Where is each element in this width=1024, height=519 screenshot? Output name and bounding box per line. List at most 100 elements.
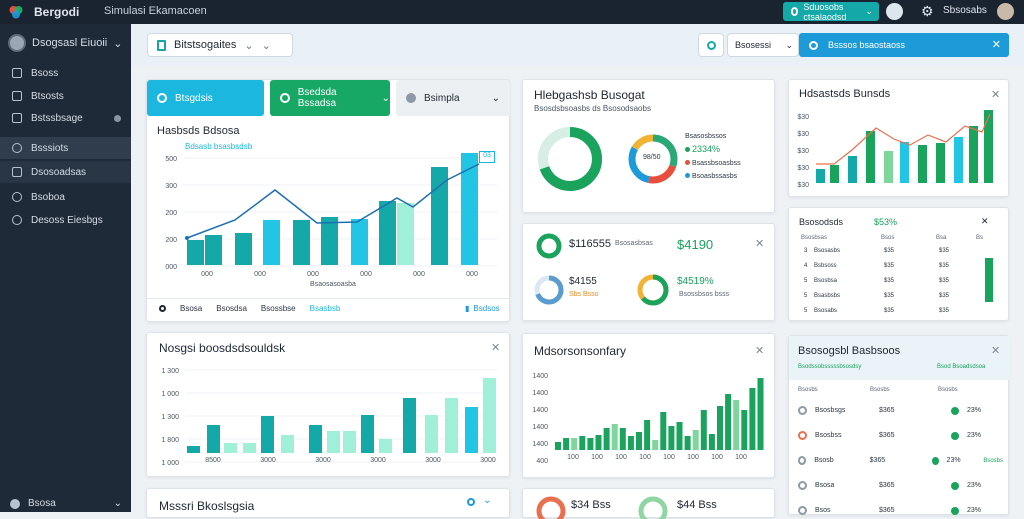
tab-secondary[interactable]: Bsedsda Bssadsa ⌄ xyxy=(270,80,390,116)
list-item[interactable]: Bsosb $365 23% Bsosbs xyxy=(798,456,1003,465)
close-icon[interactable]: ✕ xyxy=(491,342,501,354)
bottom-kpi-card: $34 Bss $44 Bss xyxy=(522,488,775,519)
budget-card: Hlebgashsb Busogat Bsosdsbsoasbs ds Bsos… xyxy=(522,79,775,213)
search-icon[interactable] xyxy=(467,498,475,506)
main-chart-card: Btsgdsis Bsedsda Bssadsa ⌄ Bsimpla ⌄ Hasbs… xyxy=(146,79,511,322)
dashboard-select[interactable]: Bitstsogaites ⌄ ⌄ xyxy=(147,33,293,57)
app-logo-icon[interactable] xyxy=(8,4,24,20)
list-item[interactable]: Bsos $365 23% xyxy=(798,506,1003,515)
search-field[interactable]: Bsssos bsaostaoss ✕ xyxy=(799,33,1009,57)
circle-icon xyxy=(280,93,290,103)
y-tick-label: 1 300 xyxy=(161,414,179,421)
bar xyxy=(224,443,237,453)
close-icon[interactable]: ✕ xyxy=(981,216,989,226)
status-icon xyxy=(951,481,959,490)
legend-dot xyxy=(685,147,690,152)
sidebar-item-2[interactable]: Btsosts xyxy=(0,85,131,107)
settings-icon[interactable]: ⚙ xyxy=(921,3,934,19)
budget-donuts xyxy=(538,127,678,191)
bar xyxy=(848,156,857,183)
bar xyxy=(900,142,909,183)
header-bar: Bitstsogaites ⌄ ⌄ Bsosessi ⌄ Bsssos bsaosta… xyxy=(131,24,1024,66)
table-cell: $35 xyxy=(939,308,950,314)
tooltip: 03 xyxy=(479,151,495,163)
settings-icon xyxy=(12,192,22,202)
y-tick-label: 300 xyxy=(165,183,177,190)
bar xyxy=(379,201,396,265)
top-action-button[interactable]: Sduosobs ctsalaodsd ⌄ xyxy=(783,2,879,22)
item-tag: Bsosbs xyxy=(983,457,1003,464)
toggle-icon xyxy=(406,93,416,103)
right-list-title: Bsosogsbl Basbsoos xyxy=(798,345,901,357)
sidebar-bottom-menu[interactable]: Bsosa ⌄ xyxy=(10,498,122,509)
x-tick-label: 3000 xyxy=(370,457,386,464)
legend-dot xyxy=(685,173,690,178)
x-tick-label: 100 xyxy=(615,454,627,461)
user-icon xyxy=(10,498,20,509)
close-icon[interactable]: ✕ xyxy=(991,39,1001,51)
bar xyxy=(327,431,340,453)
sidebar-item-5[interactable]: Dsosoadsas xyxy=(0,161,131,183)
report-icon xyxy=(12,143,22,153)
sidebar-item-1[interactable]: Bsoss xyxy=(0,62,131,84)
tab-simple[interactable]: Bsimpla ⌄ xyxy=(396,80,510,116)
y-tick-label: $30 xyxy=(797,165,809,172)
table-row[interactable]: 5 Bsasbsbs $35 $35 xyxy=(804,293,979,299)
bar xyxy=(866,131,875,183)
x-tick-label: 3000 xyxy=(315,457,331,464)
radio-icon[interactable] xyxy=(159,305,166,312)
user-avatar[interactable] xyxy=(997,3,1014,20)
tab-primary[interactable]: Btsgdsis xyxy=(147,80,264,116)
sidebar-user[interactable]: Dsogsasl Eiuoii ⌄ xyxy=(8,34,122,52)
right-list-header: Bsosbs Bsosbs Bsosbs xyxy=(798,387,958,393)
footer-item-1[interactable]: Bsosa xyxy=(180,304,203,313)
list-item[interactable]: Bsosbsgs $365 23% xyxy=(798,406,1003,415)
y-tick-label: 1400 xyxy=(532,441,548,448)
avatar xyxy=(8,34,26,52)
close-icon[interactable]: ✕ xyxy=(991,89,1001,101)
footer-item-4[interactable]: Bsasbsb xyxy=(309,304,341,313)
bar xyxy=(205,235,222,265)
top-username[interactable]: Sbsosabs xyxy=(943,5,987,16)
chevron-down-icon[interactable]: ⌄ xyxy=(483,495,492,506)
item-name: Bsosbsgs xyxy=(815,407,846,414)
table-header: Bsosbsas Bsos Bsa Bs xyxy=(801,235,984,241)
footer-right[interactable]: ▮ Bsdsos xyxy=(465,304,500,313)
close-icon[interactable]: ✕ xyxy=(991,345,1001,357)
table-bar xyxy=(985,258,993,302)
kpi-label-2: $4155 xyxy=(569,276,597,287)
item-name: Bsosbss xyxy=(815,432,842,439)
list-item[interactable]: Bsosbss $365 23% xyxy=(798,431,1003,440)
gear-icon xyxy=(12,215,22,225)
item-amount: $365 xyxy=(879,482,895,489)
period-select[interactable]: Bsosessi ⌄ xyxy=(727,33,799,57)
search-toggle-button[interactable] xyxy=(698,33,724,57)
sidebar-item-6[interactable]: Bsoboa xyxy=(0,186,131,208)
bar xyxy=(918,145,927,183)
sidebar-item-3[interactable]: Bstssbsage xyxy=(0,107,131,129)
y-tick-label: 400 xyxy=(536,458,548,465)
footer-item-2[interactable]: Bsosdsa xyxy=(216,304,247,313)
table-row[interactable]: 4 Bsbsoss $35 $35 xyxy=(804,263,979,269)
legend-item: Bsoasbssasbs xyxy=(685,170,741,183)
sidebar-item-7[interactable]: Desoss Eiesbgs xyxy=(0,209,131,231)
close-icon[interactable]: ✕ xyxy=(755,345,765,357)
close-icon[interactable]: ✕ xyxy=(755,238,765,250)
footer-item-3[interactable]: Bsossbse xyxy=(260,304,296,313)
table-row[interactable]: 3 Bsosasbs $35 $35 xyxy=(804,248,979,254)
bar xyxy=(733,400,740,450)
bottom-chart: 1 300 1 000 1 300 1 800 1 000 8500 3000 3000 300… xyxy=(161,368,497,467)
table-row[interactable]: 5 Bsosabs $35 $35 xyxy=(804,308,979,314)
y-tick-label: 1400 xyxy=(532,390,548,397)
table-row[interactable]: 5 Bsosbsa $35 $35 xyxy=(804,278,979,284)
bar xyxy=(261,416,274,453)
sidebar-item-4[interactable]: Bsssiots xyxy=(0,137,131,159)
chevron-down-icon: ⌄ xyxy=(381,92,390,104)
bar xyxy=(263,220,280,265)
list-item[interactable]: Bsosa $365 23% xyxy=(798,481,1003,490)
bar xyxy=(235,233,252,265)
search-icon xyxy=(809,40,818,50)
bar xyxy=(309,425,322,453)
bottom-kpi-1: $34 Bss xyxy=(571,499,611,511)
notification-icon[interactable] xyxy=(886,3,903,20)
